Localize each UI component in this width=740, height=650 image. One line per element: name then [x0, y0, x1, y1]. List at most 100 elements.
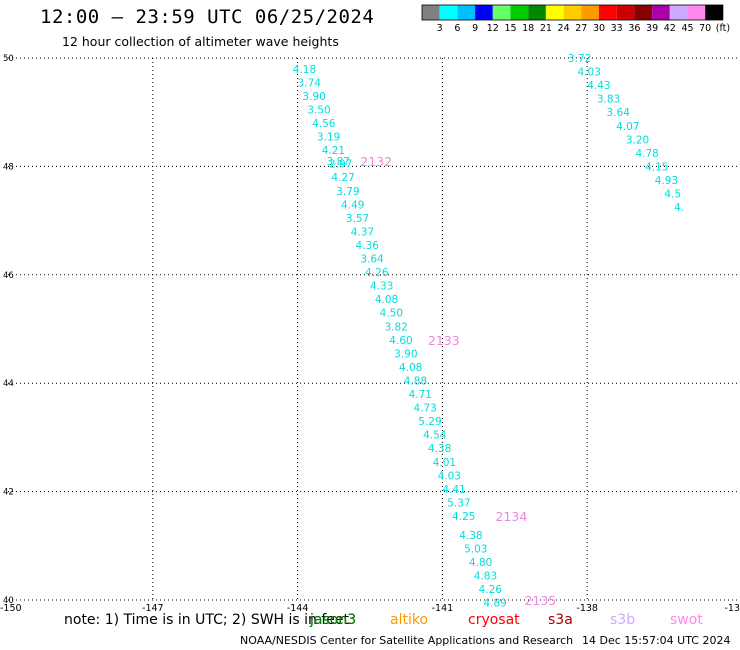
swh-value: 4.50: [380, 308, 403, 320]
colorbar-label: 27: [575, 23, 587, 34]
satellite-legend-swot: swot: [670, 612, 703, 628]
colorbar-label: 15: [504, 23, 516, 34]
colorbar-label: 70: [699, 23, 711, 34]
y-tick-label: 42: [3, 488, 14, 498]
colorbar-swatch: [634, 5, 653, 20]
swh-value: 4.33: [370, 281, 393, 293]
swh-value: 5.37: [447, 497, 470, 509]
colorbar-swatch: [581, 5, 599, 20]
swh-colorbar: 3 6 9 12 15 18 21 24 27 30 33 36 39 42 45 70 (ft): [421, 4, 730, 34]
satellite-legend-s3b: s3b: [610, 612, 636, 628]
swh-value: 4.49: [341, 199, 364, 211]
swh-value: 4.38: [459, 530, 482, 542]
y-tick-label: 50: [3, 54, 14, 64]
colorbar-label: 9: [472, 23, 478, 34]
colorbar-swatch: [705, 5, 723, 20]
swh-value: 4.89: [483, 598, 506, 610]
colorbar-frame: [421, 4, 724, 21]
swh-value: 4.36: [356, 240, 380, 252]
swh-value: 4.08: [399, 362, 422, 374]
x-tick-label: -141: [432, 603, 454, 614]
swh-value: 3.20: [626, 134, 649, 146]
colorbar-swatch: [510, 5, 529, 20]
colorbar-swatch: [528, 5, 546, 20]
swh-value-labels: 4.183.743.903.504.563.194.213.872.974.27…: [293, 53, 684, 610]
swh-value: 4.38: [428, 443, 451, 455]
colorbar-label: (ft): [716, 23, 730, 34]
swh-value: 3.87: [327, 156, 350, 168]
swh-value: 4.21: [322, 145, 345, 157]
axis-tick-labels: 40 42 44 46 48 50 -150 -147 -144 -141 -138 -13: [0, 54, 740, 614]
satellite-legend-jason3: jason3: [310, 612, 357, 628]
footnote: note: 1) Time is in UTC; 2) SWH is in fe…: [64, 612, 350, 628]
colorbar-swatch: [545, 5, 564, 20]
swh-value: 4.25: [452, 511, 475, 523]
x-tick-label: -13: [724, 603, 740, 614]
x-tick-label: -150: [0, 603, 22, 614]
swh-value: 3.64: [607, 107, 631, 119]
colorbar-label: 3: [437, 23, 443, 34]
swh-value: 4.03: [438, 470, 461, 482]
time-labels: 2132 2133 2134 2135: [360, 154, 556, 608]
satellite-legend-jason3: jason3: [310, 612, 357, 628]
swh-value: 3.83: [597, 94, 620, 106]
time-label: 2132: [360, 154, 392, 169]
generation-timestamp: 14 Dec 15:57:04 UTC 2024: [582, 634, 731, 647]
colorbar-label: 42: [664, 23, 676, 34]
swh-value: 4.80: [469, 557, 492, 569]
swh-value: 3.74: [298, 77, 322, 89]
swh-value: 3.57: [346, 213, 369, 225]
swh-value: 3.90: [394, 348, 417, 360]
swh-value: 4.43: [587, 80, 610, 92]
swh-value: 4.27: [331, 172, 354, 184]
swh-value: 4.73: [413, 403, 436, 415]
swh-value: 4.54: [423, 430, 447, 442]
swh-value: 4.88: [404, 375, 427, 387]
swh-value: 4.08: [375, 294, 398, 306]
colorbar-swatch: [563, 5, 582, 20]
satellite-legend-cryosat: cryosat: [468, 612, 520, 628]
colorbar-label: 18: [522, 23, 534, 34]
swh-value: 3.82: [384, 321, 407, 333]
y-tick-label: 46: [3, 271, 14, 281]
swh-value: 5.29: [418, 416, 441, 428]
time-label: 2135: [524, 593, 556, 608]
chart-subtitle: 12 hour collection of altimeter wave hei…: [62, 34, 339, 49]
colorbar-label: 6: [454, 23, 460, 34]
colorbar-swatch: [652, 5, 670, 20]
colorbar-swatch: [439, 5, 458, 20]
swh-value: 4.18: [293, 64, 316, 76]
swh-value: 4.71: [409, 389, 432, 401]
swh-value: 4.60: [389, 335, 412, 347]
colorbar-swatch: [687, 5, 706, 20]
colorbar-label: 12: [487, 23, 499, 34]
colorbar-swatch: [422, 5, 440, 20]
colorbar-label: 36: [628, 23, 640, 34]
y-tick-label: 44: [3, 379, 14, 389]
swh-value: 3.64: [360, 254, 384, 266]
satellite-legend-altiko: altiko: [390, 612, 429, 628]
colorbar-swatch: [492, 5, 511, 20]
swh-value: 3.50: [307, 104, 330, 116]
colorbar-swatch: [457, 5, 476, 20]
swh-value: 4.83: [474, 571, 497, 583]
colorbar-label: 30: [593, 23, 605, 34]
colorbar-swatch: [669, 5, 688, 20]
swh-value: 4.26: [479, 584, 503, 596]
x-tick-label: -138: [576, 603, 598, 614]
swh-value: 3.19: [317, 132, 340, 144]
swh-value: 4.41: [442, 484, 465, 496]
colorbar-label: 45: [681, 23, 693, 34]
swh-value: 4.5: [664, 189, 681, 201]
lat-lon-grid: [8, 57, 738, 601]
y-tick-label: 40: [3, 596, 14, 606]
swh-value: 3.79: [336, 186, 359, 198]
swh-value: 2.97: [329, 159, 352, 171]
swh-value: 4.01: [433, 457, 456, 469]
colorbar-label: 24: [558, 23, 570, 34]
colorbar-swatch: [599, 5, 617, 20]
swh-value: 4.: [674, 202, 684, 214]
swh-value: 4.78: [635, 148, 658, 160]
